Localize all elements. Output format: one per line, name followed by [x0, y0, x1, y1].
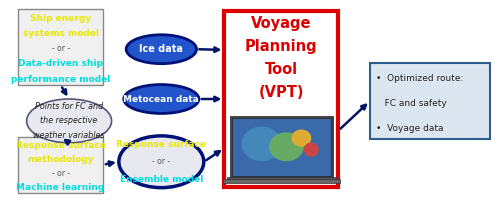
- Text: Ship energy: Ship energy: [30, 14, 91, 23]
- Text: weather variables: weather variables: [34, 131, 105, 140]
- FancyBboxPatch shape: [227, 177, 336, 180]
- FancyBboxPatch shape: [370, 63, 490, 139]
- Text: Response surface: Response surface: [16, 141, 106, 150]
- Ellipse shape: [242, 126, 282, 161]
- Text: - or -: - or -: [52, 44, 70, 53]
- Text: •  Optimized route:: • Optimized route:: [376, 74, 463, 83]
- Text: Ice data: Ice data: [140, 44, 184, 54]
- Ellipse shape: [304, 142, 318, 157]
- Text: Voyage: Voyage: [251, 16, 312, 31]
- Text: Response surface: Response surface: [116, 140, 206, 149]
- Text: FC and safety: FC and safety: [376, 99, 446, 108]
- Text: - or -: - or -: [52, 169, 70, 178]
- Text: Metocean data: Metocean data: [124, 95, 200, 103]
- Ellipse shape: [269, 132, 304, 161]
- Text: methodology: methodology: [28, 155, 94, 164]
- Text: •  Voyage data: • Voyage data: [376, 124, 444, 133]
- Text: Planning: Planning: [245, 39, 318, 54]
- Ellipse shape: [124, 85, 199, 114]
- Text: Data-driven ship: Data-driven ship: [18, 59, 103, 68]
- Text: Machine learning: Machine learning: [16, 183, 104, 191]
- Text: the respective: the respective: [40, 116, 98, 125]
- Text: Tool: Tool: [265, 62, 298, 77]
- Text: Points for FC and: Points for FC and: [35, 102, 103, 111]
- FancyBboxPatch shape: [18, 9, 103, 85]
- FancyBboxPatch shape: [223, 179, 340, 183]
- FancyBboxPatch shape: [232, 118, 331, 176]
- FancyBboxPatch shape: [224, 11, 338, 187]
- FancyBboxPatch shape: [230, 116, 333, 177]
- Text: systems model: systems model: [22, 29, 99, 38]
- Text: (VPT): (VPT): [258, 85, 304, 100]
- Text: performance model: performance model: [11, 75, 110, 83]
- Ellipse shape: [119, 136, 204, 188]
- Ellipse shape: [292, 129, 312, 147]
- Ellipse shape: [26, 99, 112, 143]
- FancyBboxPatch shape: [18, 137, 103, 193]
- Text: Ensemble model: Ensemble model: [120, 175, 203, 184]
- Ellipse shape: [126, 35, 196, 64]
- Text: - or -: - or -: [152, 157, 170, 166]
